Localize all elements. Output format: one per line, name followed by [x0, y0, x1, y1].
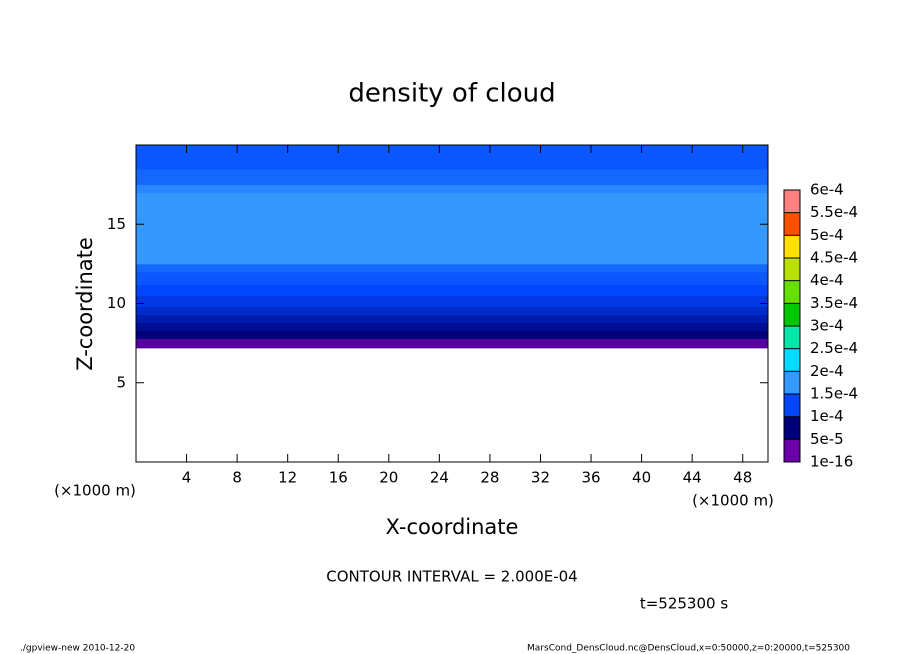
x-tick-label: 20 — [379, 469, 398, 487]
contour-band — [136, 263, 768, 273]
contour-band — [136, 338, 768, 349]
colorbar-band — [784, 280, 800, 304]
colorbar-band — [784, 212, 800, 236]
colorbar-band — [784, 190, 800, 213]
colorbar-band — [784, 326, 800, 349]
x-tick-label: 32 — [531, 469, 550, 487]
colorbar-label: 5.5e-4 — [810, 203, 858, 221]
x-tick-label: 48 — [733, 469, 752, 487]
x-tick-label: 8 — [232, 469, 242, 487]
x-unit-label: (×1000 m) — [54, 482, 136, 500]
y-tick-label: 15 — [107, 215, 126, 233]
contour-interval: CONTOUR INTERVAL = 2.000E-04 — [326, 568, 577, 586]
colorbar-label: 1e-4 — [810, 407, 844, 425]
contour-band — [136, 168, 768, 186]
colorbar-band — [784, 416, 800, 440]
colorbar-band — [784, 303, 800, 326]
contour-band — [136, 284, 768, 297]
x-tick-label: 12 — [278, 469, 297, 487]
colorbar-band — [784, 258, 800, 281]
contour-band — [136, 192, 768, 265]
colorbar-label: 1.5e-4 — [810, 385, 858, 403]
colorbar-label: 2.5e-4 — [810, 339, 858, 357]
colorbar-label: 1e-16 — [810, 453, 853, 471]
contour-band — [136, 330, 768, 339]
contour-band — [136, 145, 768, 170]
colorbar-label: 4e-4 — [810, 271, 844, 289]
time-label: t=525300 s — [640, 595, 728, 613]
colorbar-band — [784, 371, 800, 394]
y-axis-label: Z-coordinate — [73, 237, 97, 371]
x-tick-label: 40 — [632, 469, 651, 487]
colorbar-band — [784, 348, 800, 372]
footer-left: ./gpview-new 2010-12-20 — [20, 644, 135, 654]
x-tick-label: 44 — [683, 469, 702, 487]
x-tick-label: 28 — [480, 469, 499, 487]
colorbar-label: 6e-4 — [810, 181, 844, 199]
x-tick-label: 24 — [430, 469, 449, 487]
contour-band — [136, 271, 768, 285]
colorbar-label: 4.5e-4 — [810, 249, 858, 267]
chart-title: density of cloud — [348, 79, 555, 109]
contour-band — [136, 322, 768, 331]
x-unit-label: (×1000 m) — [692, 492, 774, 510]
y-tick-label: 5 — [116, 373, 126, 391]
contour-band — [136, 306, 768, 316]
colorbar-label: 2e-4 — [810, 362, 844, 380]
footer-right: MarsCond_DensCloud.nc@DensCloud,x=0:5000… — [527, 644, 850, 654]
colorbar-label: 3e-4 — [810, 317, 844, 335]
contour-band — [136, 295, 768, 308]
colorbar-label: 3.5e-4 — [810, 294, 858, 312]
x-tick-label: 36 — [581, 469, 600, 487]
colorbar-label: 5e-5 — [810, 430, 844, 448]
colorbar-band — [784, 394, 800, 417]
contour-band — [136, 184, 768, 194]
x-tick-label: 4 — [182, 469, 192, 487]
x-tick-label: 16 — [329, 469, 348, 487]
colorbar-label: 5e-4 — [810, 226, 844, 244]
colorbar-band — [784, 439, 800, 462]
contour-band — [136, 314, 768, 324]
y-tick-label: 10 — [107, 294, 126, 312]
colorbar-band — [784, 235, 800, 258]
x-axis-label: X-coordinate — [386, 515, 519, 539]
